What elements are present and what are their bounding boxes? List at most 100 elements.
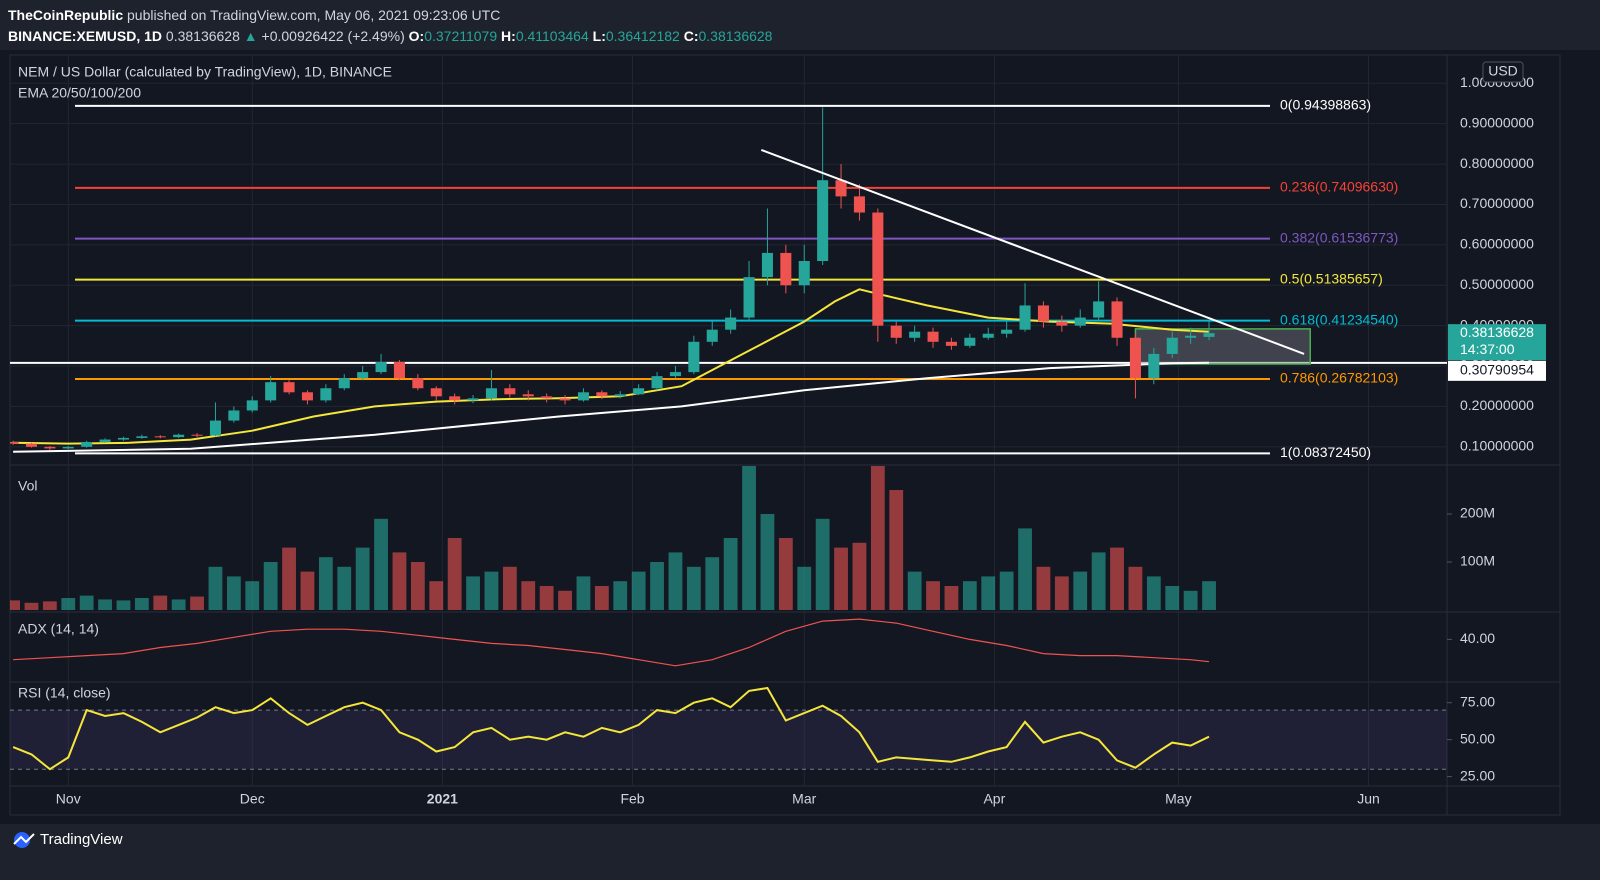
volume-bar — [153, 595, 168, 610]
x-tick-label: Nov — [56, 791, 81, 807]
volume-bar — [410, 562, 425, 610]
fib-label: 0.236(0.74096630) — [1280, 179, 1398, 195]
volume-bar — [502, 566, 517, 610]
currency-box — [1482, 61, 1524, 83]
countdown: 14:37:00 — [1460, 341, 1515, 357]
candle-body — [743, 277, 755, 318]
candle-body — [614, 394, 626, 397]
ohlc-value: 0.38136628 — [698, 28, 773, 44]
fib-label: 0.618(0.41234540) — [1280, 311, 1398, 327]
candle-body — [1203, 333, 1215, 337]
candle-body — [835, 180, 847, 197]
y-tick-label: 25.00 — [1460, 767, 1495, 783]
x-tick-label: Jun — [1357, 791, 1380, 807]
ema-tag — [1448, 360, 1546, 381]
candle-body — [633, 388, 645, 395]
panel-title: ADX (14, 14) — [18, 621, 99, 637]
plot: 0(0.94398863) 0.236(0.74096630) 0.382(0.61… — [10, 97, 1447, 771]
y-tick-label: 0.10000000 — [1460, 438, 1534, 454]
panel-title: RSI (14, close) — [18, 685, 111, 701]
volume-bar — [907, 571, 922, 610]
price-tag — [1448, 324, 1546, 361]
volume-bar — [926, 581, 940, 610]
y-tick-label: 40.00 — [1460, 630, 1495, 646]
trendline — [760, 148, 1305, 355]
volume-bar — [263, 562, 278, 610]
candle-body — [209, 420, 221, 436]
ema-line — [13, 288, 1210, 445]
candle-body — [706, 329, 718, 342]
volume-bar — [521, 581, 536, 610]
ohlc-label: L: — [592, 28, 606, 44]
x-tick-label: 2021 — [427, 791, 458, 807]
candle-body — [1129, 337, 1141, 379]
y-tick-label: 100M — [1460, 553, 1495, 569]
indicator-line — [12, 686, 1210, 771]
volume-bar — [282, 547, 296, 610]
volume-bar — [116, 600, 131, 610]
candle-body — [725, 317, 737, 330]
candle-body — [44, 446, 56, 449]
fib-label: 0.5(0.51385657) — [1280, 270, 1383, 286]
candle-body — [1001, 329, 1013, 334]
candle-body — [1019, 305, 1031, 330]
volume-bar — [1036, 566, 1051, 610]
x-tick-label: May — [1165, 791, 1191, 807]
candle-body — [909, 331, 921, 338]
volume-bar — [337, 566, 352, 610]
price: 0.38136628 — [165, 28, 240, 44]
candle-body — [927, 331, 939, 342]
volume-bar — [355, 547, 370, 610]
candle-body — [559, 398, 571, 401]
ohlc-label: H: — [501, 28, 516, 44]
volume-bar — [318, 557, 333, 610]
publisher: TheCoinRepublic — [8, 7, 124, 23]
candle-body — [283, 382, 295, 393]
fib-label: 0(0.94398863) — [1280, 97, 1371, 113]
candle-body — [945, 341, 957, 346]
candle-body — [10, 441, 19, 444]
header: TheCoinRepublic published on TradingView… — [8, 5, 772, 47]
candle-body — [62, 446, 74, 449]
chart-background — [0, 50, 1600, 824]
candle-body — [761, 252, 773, 278]
candle-body — [228, 410, 240, 421]
fib-label: 1(0.08372450) — [1280, 444, 1371, 460]
candle-body — [577, 392, 589, 401]
candle-body — [780, 252, 792, 286]
ohlc-label: O: — [408, 28, 425, 44]
x-tick-label: Mar — [792, 791, 816, 807]
candle-body — [890, 325, 902, 338]
symbol: BINANCE:XEMUSD, 1D — [8, 28, 163, 44]
volume-bar — [98, 599, 112, 610]
volume-bar — [447, 538, 462, 610]
volume-bar — [686, 566, 701, 610]
volume-bar — [760, 514, 775, 610]
candle-body — [964, 337, 976, 346]
brand: TradingView — [40, 831, 123, 848]
volume-bar — [1165, 586, 1180, 610]
volume-bar — [42, 601, 57, 610]
candle-body — [173, 434, 185, 438]
volume-bar — [10, 600, 20, 610]
volume-bar — [613, 581, 628, 610]
x-tick-label: Dec — [240, 791, 265, 807]
rsi-band — [10, 710, 1447, 770]
volume-bar — [668, 552, 683, 610]
chart-title: NEM / US Dollar (calculated by TradingVi… — [18, 64, 392, 80]
candle-body — [1166, 337, 1178, 354]
candle-body — [1185, 335, 1197, 338]
candle-body — [154, 436, 166, 438]
candle-body — [669, 372, 681, 377]
volume-bar — [576, 576, 591, 610]
candle-body — [393, 361, 405, 379]
volume-bar — [981, 576, 996, 610]
ohlc-value: 0.36412182 — [605, 28, 680, 44]
volume-bar — [466, 576, 480, 610]
fib-label: 0.382(0.61536773) — [1280, 229, 1398, 245]
candle-body — [982, 333, 994, 338]
candle-body — [688, 341, 700, 373]
y-tick-label: 0.70000000 — [1460, 195, 1534, 211]
candle-body — [1111, 301, 1123, 338]
volume-bar — [594, 586, 609, 610]
